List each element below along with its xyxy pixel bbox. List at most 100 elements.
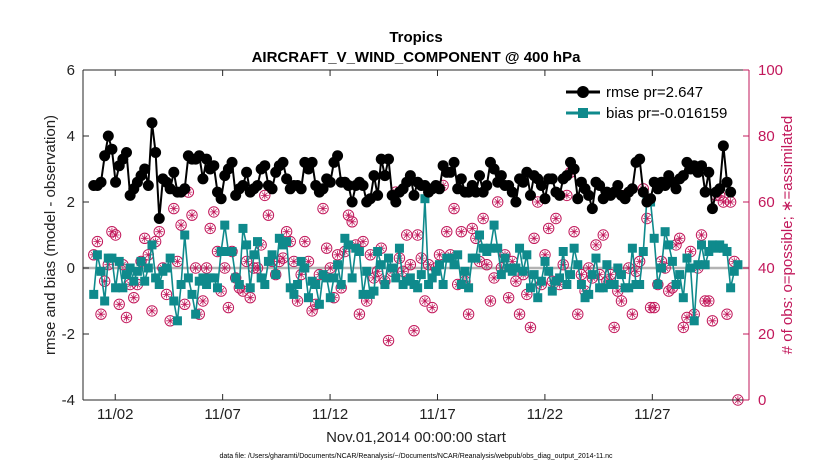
bias-point — [384, 253, 394, 263]
bias-point — [293, 280, 303, 289]
y-tick-label-left: 2 — [67, 194, 75, 211]
bias-point — [533, 293, 543, 303]
obs-point-asterisk — [111, 231, 120, 239]
obs-point-asterisk — [584, 264, 593, 272]
obs-point-asterisk — [115, 300, 124, 309]
obs-point — [615, 295, 628, 307]
obs-point-asterisk — [402, 231, 411, 239]
bias-point — [92, 250, 102, 260]
obs-point — [426, 301, 438, 314]
obs-point-asterisk — [479, 214, 488, 223]
obs-point-asterisk — [297, 270, 306, 279]
x-ticks: 11/02 11/07 11/12 11/17 11/22 11/27 — [97, 70, 671, 423]
obs-point-asterisk — [348, 217, 357, 226]
obs-point-circle — [648, 301, 660, 314]
bias-point — [220, 220, 230, 230]
obs-point-asterisk — [573, 310, 582, 319]
obs-point-asterisk — [220, 264, 229, 272]
bias-point — [263, 256, 273, 266]
bias-point — [729, 266, 739, 276]
bias-point — [140, 276, 150, 286]
bias-point — [394, 243, 404, 253]
rmse-point — [379, 170, 391, 182]
obs-point-asterisk — [293, 297, 302, 305]
rmse-point — [586, 203, 598, 215]
obs-point-asterisk — [530, 234, 539, 243]
bias-point — [311, 280, 321, 289]
rmse-point — [139, 163, 151, 175]
y-tick-label-right: 100 — [758, 62, 783, 79]
obs-point-circle — [106, 226, 118, 238]
obs-point — [590, 239, 602, 251]
obs-point — [462, 308, 475, 320]
bias-point — [664, 240, 674, 250]
obs-point-circle — [244, 292, 256, 304]
bias-point — [373, 247, 383, 256]
obs-point-circle — [590, 239, 602, 251]
obs-point-circle — [608, 321, 620, 334]
obs-point-circle — [306, 305, 318, 317]
rmse-point — [142, 180, 154, 191]
obs-point-asterisk — [93, 237, 102, 246]
obs-point-asterisk — [450, 204, 459, 213]
obs-point-asterisk — [490, 273, 499, 282]
obs-point-asterisk — [511, 277, 520, 286]
obs-point-circle — [113, 298, 125, 310]
obs-point-asterisk — [526, 323, 535, 332]
bias-point — [653, 280, 663, 289]
obs-point — [98, 275, 111, 287]
bias-point — [493, 243, 503, 253]
obs-point — [204, 222, 216, 235]
rmse-point — [102, 130, 114, 142]
rmse-point — [670, 183, 682, 195]
rmse-point — [725, 186, 737, 198]
obs-point-circle — [128, 292, 140, 304]
obs-point-circle — [706, 315, 719, 327]
bias-point — [187, 289, 197, 299]
bias-point — [118, 283, 128, 293]
obs-point-asterisk — [144, 250, 153, 259]
bias-point — [227, 247, 237, 256]
obs-point-asterisk — [308, 306, 317, 315]
obs-point-asterisk — [289, 257, 298, 266]
obs-point — [262, 209, 275, 221]
obs-point-asterisk — [362, 297, 371, 305]
bias-point — [675, 270, 685, 280]
bias-point — [464, 283, 474, 293]
obs-point-asterisk — [672, 240, 681, 249]
rmse-point — [612, 180, 624, 191]
obs-point — [179, 298, 191, 310]
obs-point-asterisk — [209, 207, 218, 216]
bias-point — [100, 296, 110, 306]
obs-point-circle — [299, 235, 311, 248]
obs-point-asterisk — [384, 336, 393, 345]
rmse-point — [295, 183, 307, 195]
obs-point-asterisk — [697, 231, 706, 239]
obs-point-circle — [466, 222, 478, 235]
obs-point-asterisk — [428, 303, 437, 312]
bias-point — [172, 316, 182, 326]
obs-point — [200, 262, 213, 274]
rmse-point — [444, 166, 456, 178]
bias-point — [522, 250, 532, 260]
y-axis-label-right: # of obs: o=possible; ∗=assimilated — [779, 116, 796, 355]
obs-point-circle — [524, 321, 537, 334]
obs-point-asterisk — [369, 273, 378, 282]
bias-point — [565, 270, 575, 280]
chart-title: Tropics — [389, 29, 442, 46]
obs-point-circle — [200, 262, 213, 274]
obs-point — [448, 202, 460, 215]
obs-point — [492, 196, 504, 208]
obs-point-asterisk — [282, 227, 291, 236]
bias-point — [154, 280, 164, 289]
bias-point — [111, 283, 121, 293]
rmse-point — [346, 196, 358, 208]
bias-point — [445, 253, 455, 263]
obs-point — [138, 232, 151, 245]
obs-point — [342, 209, 355, 221]
rmse-point — [714, 183, 726, 195]
legend-box — [560, 78, 740, 126]
y-tick-label-left: 4 — [67, 128, 75, 145]
rmse-point — [717, 140, 729, 152]
obs-point-asterisk — [406, 260, 415, 269]
